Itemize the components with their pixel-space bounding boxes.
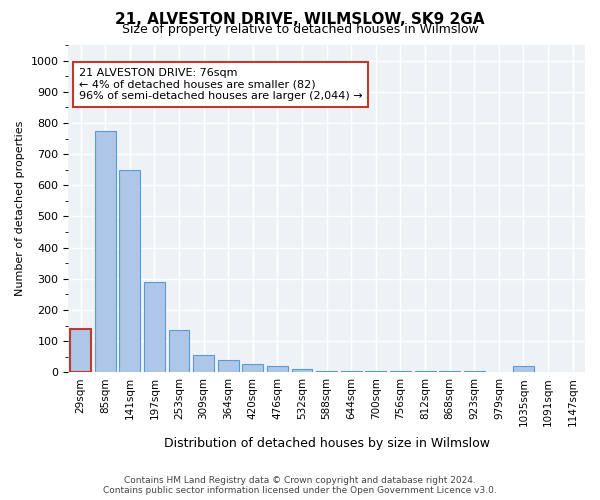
Bar [169, 330, 190, 372]
X-axis label: Distribution of detached houses by size in Wilmslow: Distribution of detached houses by size … [164, 437, 490, 450]
Bar [193, 355, 214, 372]
Bar [439, 370, 460, 372]
Bar [365, 370, 386, 372]
Bar [267, 366, 288, 372]
Text: Size of property relative to detached houses in Wilmslow: Size of property relative to detached ho… [122, 22, 478, 36]
Bar [513, 366, 534, 372]
Bar [341, 370, 362, 372]
Bar [242, 364, 263, 372]
Y-axis label: Number of detached properties: Number of detached properties [15, 121, 25, 296]
Bar [415, 370, 436, 372]
Bar [144, 282, 165, 372]
Bar [218, 360, 239, 372]
Text: 21, ALVESTON DRIVE, WILMSLOW, SK9 2GA: 21, ALVESTON DRIVE, WILMSLOW, SK9 2GA [115, 12, 485, 28]
Bar [95, 130, 116, 372]
Bar [119, 170, 140, 372]
Bar [70, 328, 91, 372]
Bar [292, 369, 313, 372]
Bar [390, 370, 411, 372]
Bar [316, 370, 337, 372]
Text: 21 ALVESTON DRIVE: 76sqm
← 4% of detached houses are smaller (82)
96% of semi-de: 21 ALVESTON DRIVE: 76sqm ← 4% of detache… [79, 68, 362, 101]
Bar [464, 370, 485, 372]
Text: Contains HM Land Registry data © Crown copyright and database right 2024.
Contai: Contains HM Land Registry data © Crown c… [103, 476, 497, 495]
